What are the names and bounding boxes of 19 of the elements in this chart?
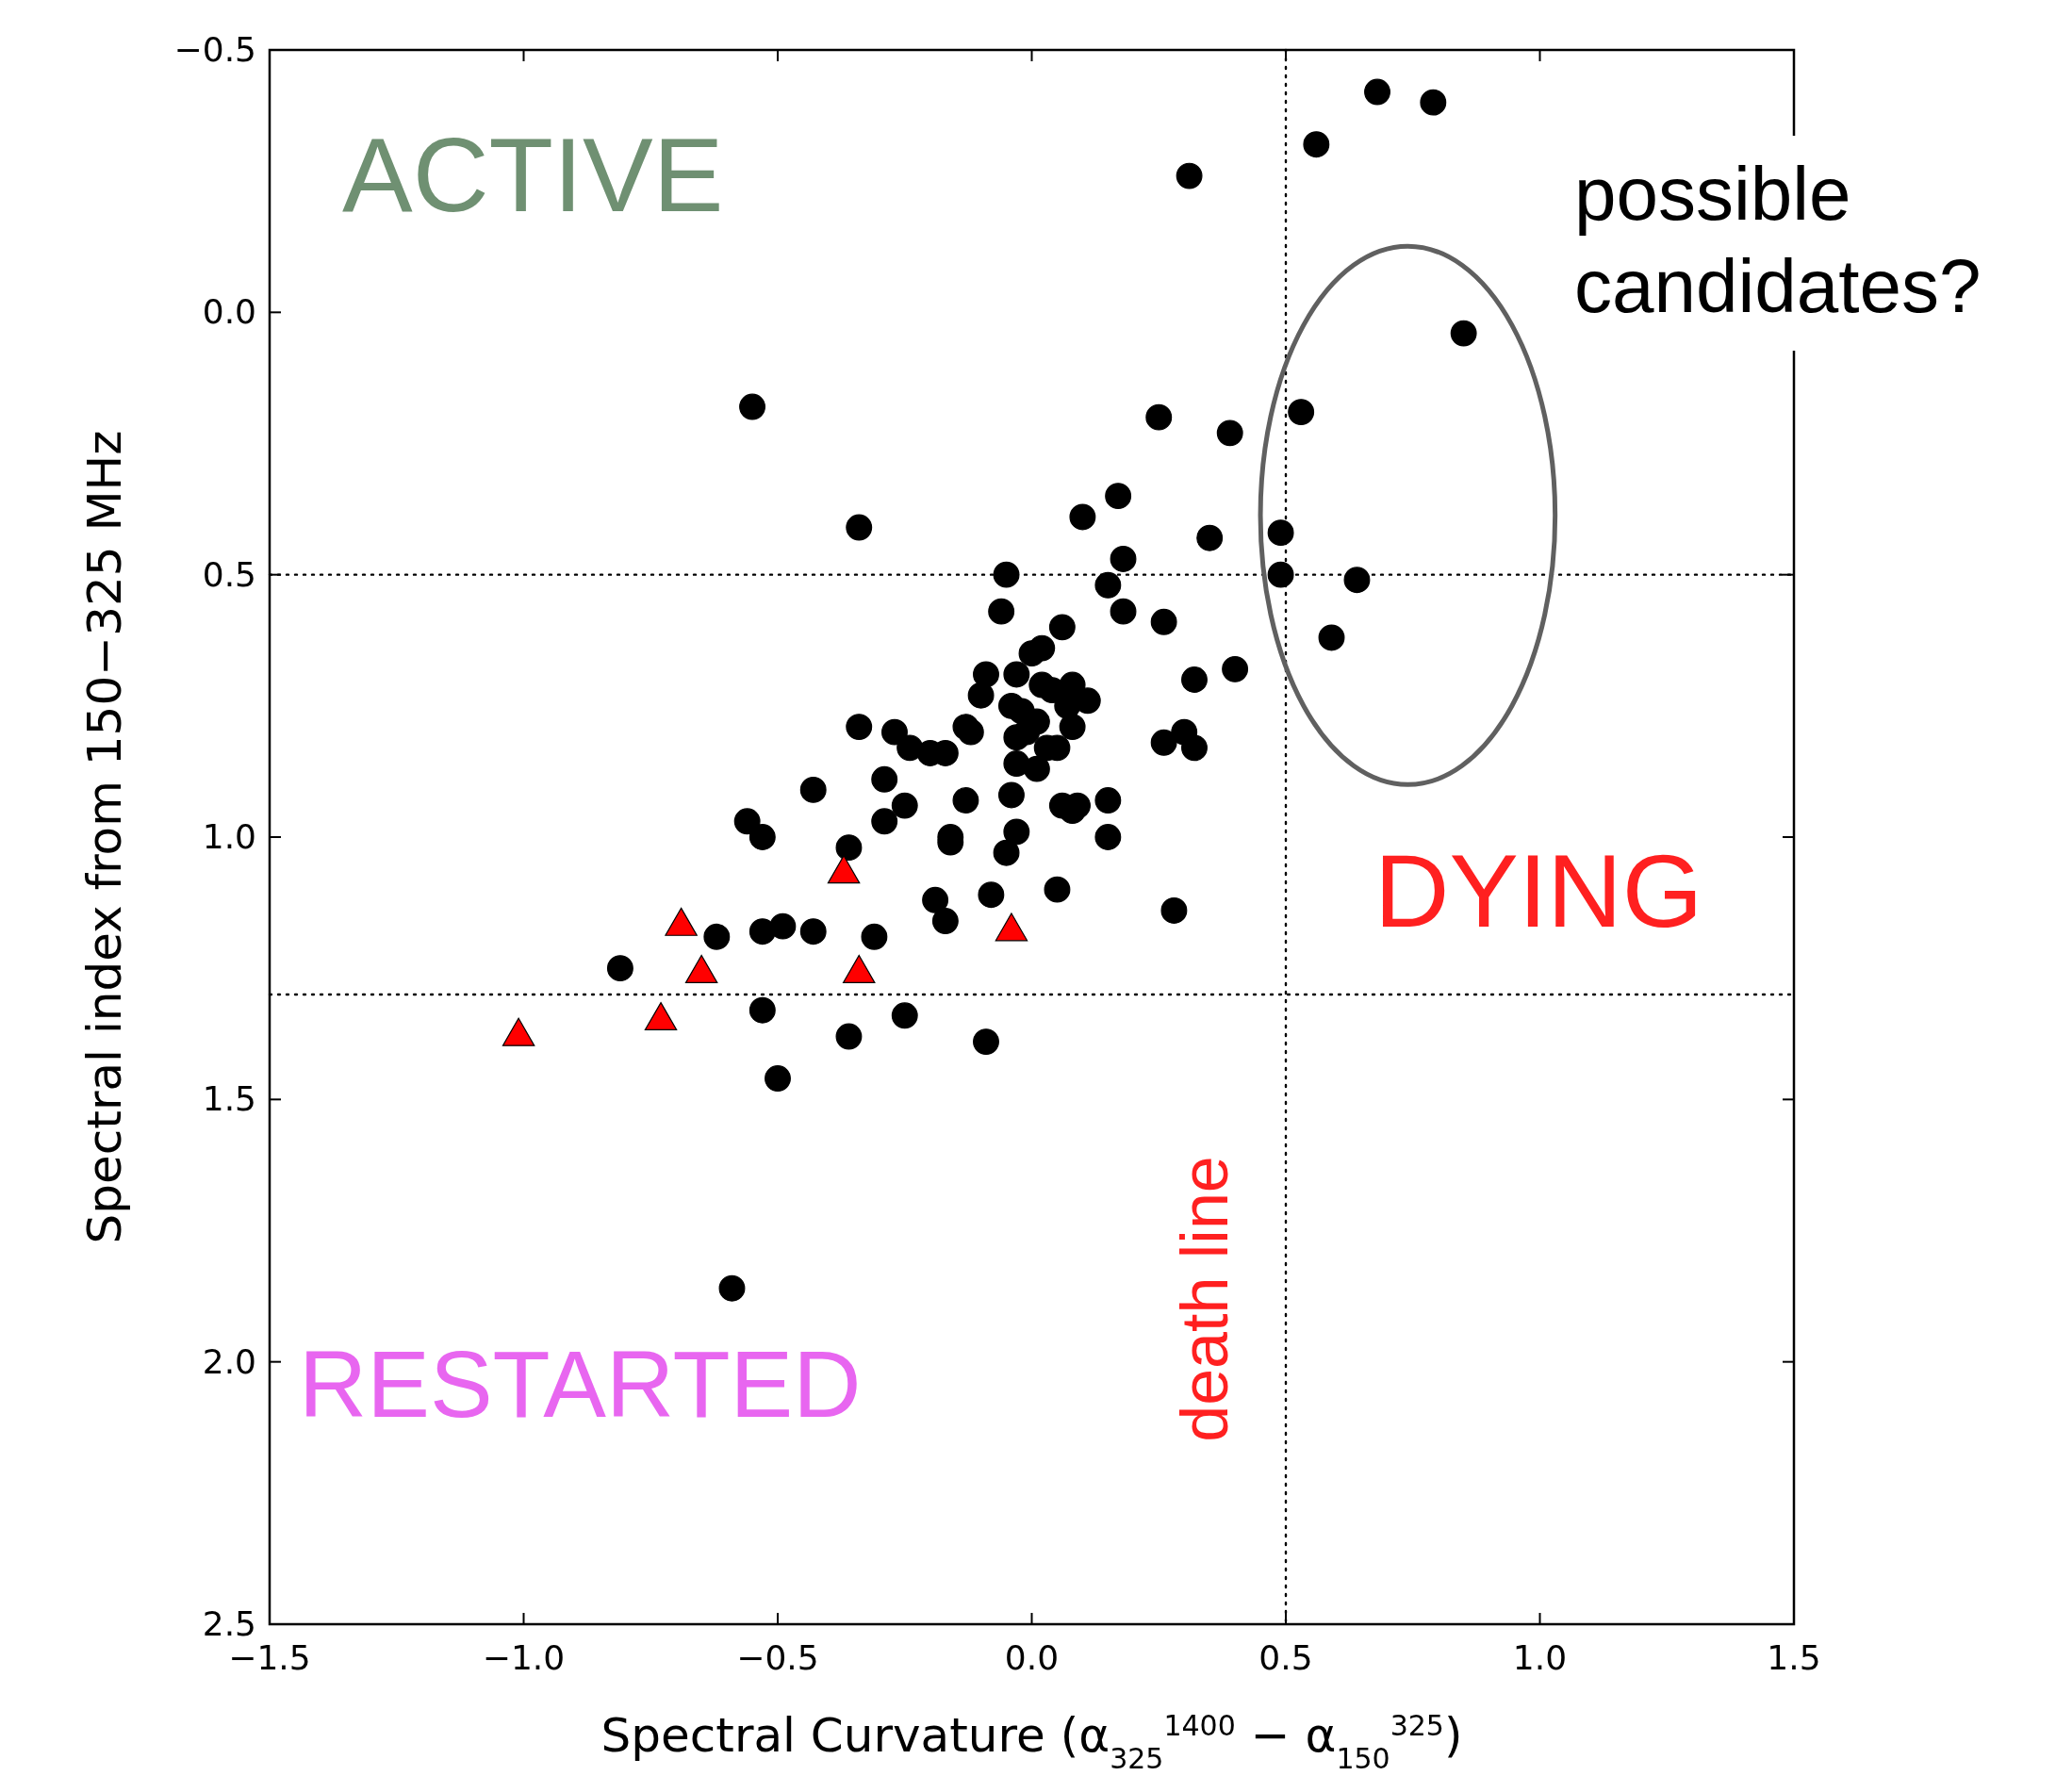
annotation: RESTARTED: [299, 1331, 862, 1437]
x-tick-label: 0.5: [1258, 1638, 1313, 1677]
annotation: DYING: [1374, 832, 1703, 948]
y-tick-label: −0.5: [173, 30, 256, 69]
x-axis-title: Spectral Curvature (α$_{325}$$^{1400}$ − α$_{150}$$^{325}$): [600, 1708, 1463, 1775]
y-tick-label: 2.0: [202, 1341, 256, 1381]
annotation: possible candidates?: [1574, 152, 1982, 328]
x-tick-label: −0.5: [736, 1638, 819, 1677]
x-tick-label: 0.0: [1004, 1638, 1060, 1677]
y-tick-label: 0.0: [202, 292, 256, 332]
y-tick-label: 0.5: [202, 554, 256, 594]
x-tick-label: 1.5: [1767, 1638, 1821, 1677]
x-tick-label: −1.0: [482, 1638, 566, 1677]
annotation: death line: [1168, 1156, 1242, 1442]
y-tick-label: 1.0: [202, 817, 256, 856]
y-tick-label: 1.5: [202, 1079, 256, 1119]
x-tick-label: 1.0: [1512, 1638, 1568, 1677]
y-axis-title: Spectral index from 150−325 MHz: [77, 430, 132, 1244]
annotation: ACTIVE: [342, 116, 724, 234]
